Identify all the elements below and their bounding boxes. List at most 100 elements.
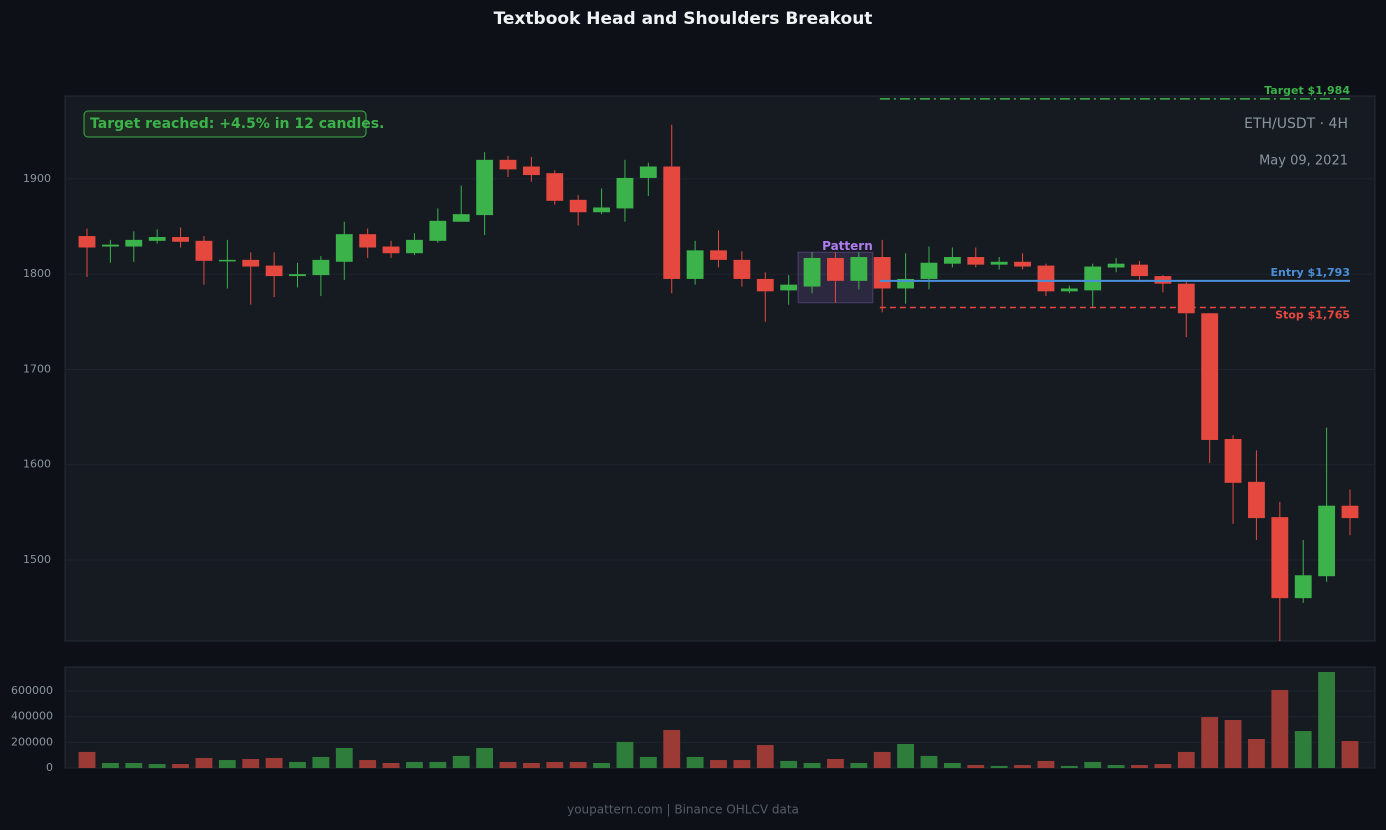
- level-label: Stop $1,765: [1275, 309, 1350, 322]
- candle-body: [1294, 575, 1312, 599]
- volume-bar: [382, 762, 400, 768]
- volume-tick-label: 0: [46, 761, 53, 774]
- volume-bar: [101, 762, 119, 768]
- volume-bar: [1037, 760, 1055, 768]
- volume-tick-label: 600000: [11, 684, 53, 697]
- volume-bar: [1341, 741, 1359, 768]
- candle-body: [289, 274, 306, 277]
- candle-body: [148, 237, 166, 241]
- chart-title: Textbook Head and Shoulders Breakout: [494, 9, 873, 29]
- volume-bar: [827, 759, 844, 768]
- volume-bar: [78, 751, 96, 768]
- volume-bar: [452, 755, 470, 768]
- y-tick-label: 1800: [23, 267, 51, 280]
- volume-panel: [64, 666, 1376, 769]
- candle-body: [78, 236, 96, 248]
- volume-bar: [289, 761, 306, 768]
- candle-body: [756, 278, 774, 292]
- volume-bar: [733, 760, 751, 768]
- candle-body: [569, 199, 587, 213]
- volume-bar: [967, 765, 985, 768]
- candle-body: [1107, 263, 1125, 268]
- candle-body: [686, 250, 704, 279]
- candle-body: [242, 259, 260, 267]
- candle-body: [1037, 265, 1055, 292]
- volume-bar: [1084, 761, 1102, 768]
- y-tick-label: 1700: [23, 362, 51, 375]
- candle-body: [406, 239, 423, 254]
- volume-bar: [686, 756, 704, 768]
- footer: youpattern.com | Binance OHLCV data: [567, 803, 799, 817]
- volume-bar: [242, 759, 260, 768]
- volume-bar: [406, 761, 423, 768]
- volume-bar: [1294, 731, 1312, 768]
- candle-body: [1131, 264, 1148, 277]
- level-label: Target $1,984: [1264, 84, 1350, 97]
- candle-body: [335, 234, 353, 262]
- volume-tick-label: 400000: [11, 710, 53, 723]
- candle-body: [195, 240, 213, 261]
- volume-bar: [1177, 751, 1195, 768]
- candle-body: [265, 265, 283, 277]
- annotation-box: [83, 110, 367, 138]
- volume-bar: [803, 762, 821, 768]
- volume-tick-label: 200000: [11, 735, 53, 748]
- annotation: Target reached: +4.5% in 12 candles.: [90, 116, 384, 132]
- volume-bar: [1154, 764, 1172, 768]
- volume-bar: [1060, 765, 1078, 768]
- candle-body: [218, 259, 236, 262]
- volume-bar: [943, 762, 961, 768]
- subtitle: ETH/USDT · 4H: [1244, 116, 1348, 132]
- candle-body: [639, 166, 657, 178]
- candle-body: [546, 173, 564, 201]
- candle-body: [710, 250, 727, 260]
- volume-bar: [125, 762, 143, 768]
- volume-bar: [359, 760, 377, 768]
- date: May 09, 2021: [1259, 154, 1348, 169]
- candle-body: [452, 214, 470, 222]
- candle-body: [1014, 261, 1031, 267]
- volume-bar: [476, 747, 494, 768]
- volume-bar: [1107, 765, 1125, 768]
- volume-bar: [148, 764, 166, 768]
- volume-bar: [1248, 738, 1265, 768]
- candle-body: [616, 177, 634, 209]
- candle-body: [101, 244, 119, 247]
- candle-body: [593, 207, 610, 213]
- candle-body: [920, 262, 938, 279]
- volume-bar: [990, 765, 1008, 768]
- candle-body: [780, 284, 798, 291]
- price-panel: [64, 95, 1376, 642]
- volume-bar: [1131, 765, 1148, 768]
- volume-bar: [195, 757, 213, 768]
- pattern-label: Pattern: [822, 239, 873, 253]
- volume-bar: [1224, 720, 1242, 768]
- candle-body: [803, 257, 821, 287]
- volume-bar: [522, 762, 540, 768]
- candle-body: [1318, 505, 1336, 577]
- candle-body: [1341, 505, 1359, 519]
- volume-bar: [897, 744, 915, 768]
- y-tick-label: 1900: [23, 172, 51, 185]
- candle-body: [990, 261, 1008, 265]
- y-tick-label: 1600: [23, 458, 51, 471]
- volume-bar: [920, 755, 938, 768]
- plot-layer: 1500 1600 1700 1800 1900 0 200000 400000 600000 P…: [11, 84, 1375, 774]
- candle-body: [1224, 439, 1242, 483]
- candle-body: [1060, 288, 1078, 292]
- volume-bar: [710, 760, 727, 768]
- volume-bar: [335, 747, 353, 768]
- volume-bar: [616, 741, 634, 768]
- candle-body: [476, 159, 494, 216]
- candle-body: [125, 239, 143, 247]
- candle-body: [522, 166, 540, 176]
- volume-bar: [546, 761, 564, 768]
- volume-bar: [172, 764, 189, 768]
- volume-bar: [1271, 689, 1289, 768]
- candle-body: [1177, 283, 1195, 314]
- volume-bar: [1201, 717, 1219, 768]
- candle-body: [499, 159, 517, 170]
- candle-body: [312, 259, 330, 276]
- candle-body: [172, 237, 189, 242]
